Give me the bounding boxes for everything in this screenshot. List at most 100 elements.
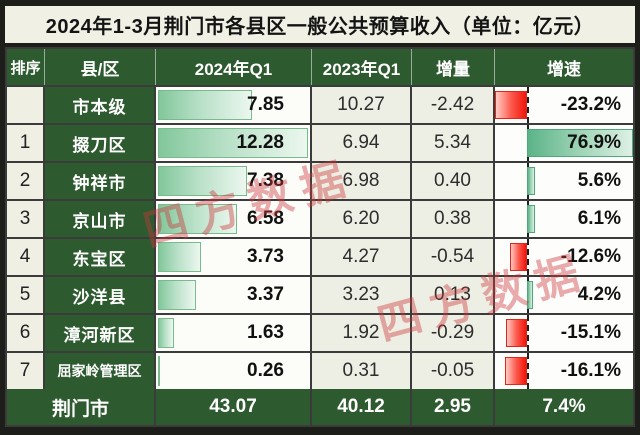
growth-value: 4.2% (577, 284, 621, 305)
q1-2024-cell: 1.63 (156, 315, 312, 351)
growth-databar (526, 281, 533, 309)
rank-cell: 7 (7, 353, 45, 389)
table-row: 5 沙洋县 3.37 3.23 0.13 4.2% (7, 277, 633, 315)
column-header-1: 排序 (7, 49, 45, 85)
growth-databar (495, 91, 527, 119)
district-cell: 钟祥市 (45, 163, 156, 199)
q1-2024-value: 3.73 (247, 246, 284, 267)
district-cell: 京山市 (45, 201, 156, 237)
q1-2024-cell: 7.85 (156, 87, 312, 123)
q1-2024-value: 7.38 (247, 170, 284, 191)
growth-databar (506, 319, 527, 347)
q1-2024-databar (158, 90, 253, 120)
column-header-3: 2024年Q1 (156, 49, 312, 85)
rank-cell: 4 (7, 239, 45, 275)
q1-2024-cell: 7.38 (156, 163, 312, 199)
growth-value: -15.1% (560, 322, 621, 343)
table-row: 2 钟祥市 7.38 6.98 0.40 5.6% (7, 163, 633, 201)
delta-cell: -0.29 (412, 315, 495, 351)
q1-2024-value: 0.26 (247, 360, 284, 381)
column-header-4: 2023年Q1 (312, 49, 412, 85)
q1-2023-cell: 6.98 (312, 163, 412, 199)
growth-cell: 6.1% (495, 201, 633, 237)
q1-2024-cell: 0.26 (156, 353, 312, 389)
delta-cell: -0.54 (412, 239, 495, 275)
district-cell: 屈家岭管理区 (45, 353, 156, 389)
q1-2023-cell: 1.92 (312, 315, 412, 351)
table-row: 3 京山市 6.58 6.20 0.38 6.1% (7, 201, 633, 239)
table-row: 4 东宝区 3.73 4.27 -0.54 -12.6% (7, 239, 633, 277)
growth-value: 76.9% (567, 132, 621, 153)
q1-2024-value: 1.63 (247, 322, 284, 343)
growth-databar (509, 243, 527, 271)
q1-2024-cell: 12.28 (156, 125, 312, 161)
growth-value: 6.1% (577, 208, 621, 229)
footer-q1-2024: 43.07 (156, 389, 312, 425)
q1-2024-databar (158, 204, 237, 234)
delta-cell: -0.05 (412, 353, 495, 389)
q1-2024-value: 6.58 (247, 208, 284, 229)
district-cell: 沙洋县 (45, 277, 156, 313)
district-cell: 东宝区 (45, 239, 156, 275)
growth-cell: -12.6% (495, 239, 633, 275)
column-header-5: 增量 (412, 49, 495, 85)
q1-2024-databar (158, 280, 197, 310)
rank-cell: 3 (7, 201, 45, 237)
growth-databar (504, 357, 527, 385)
growth-value: 5.6% (577, 170, 621, 191)
growth-cell: -23.2% (495, 87, 633, 123)
rank-cell (7, 87, 45, 123)
growth-axis-line (526, 353, 529, 389)
q1-2024-databar (158, 318, 175, 348)
growth-axis-line (526, 315, 529, 351)
footer-q1-2023: 40.12 (312, 389, 412, 425)
rank-cell: 5 (7, 277, 45, 313)
district-cell: 漳河新区 (45, 315, 156, 351)
growth-value: -12.6% (560, 246, 621, 267)
q1-2024-databar (158, 356, 160, 386)
growth-databar (526, 167, 535, 195)
q1-2024-value: 7.85 (247, 94, 284, 115)
table-row: 1 掇刀区 12.28 6.94 5.34 76.9% (7, 125, 633, 163)
growth-cell: -16.1% (495, 353, 633, 389)
table-body: 市本级 7.85 10.27 -2.42 -23.2% 1 掇刀区 12.28 6.94 5.34… (7, 87, 633, 389)
growth-axis-line (526, 87, 529, 123)
growth-axis-line (526, 239, 529, 275)
table-row: 市本级 7.85 10.27 -2.42 -23.2% (7, 87, 633, 125)
table-row: 6 漳河新区 1.63 1.92 -0.29 -15.1% (7, 315, 633, 353)
budget-table: 排序 县/区 2024年Q1 2023年Q1 增量 增速 市本级 7.85 10.27 -2.4… (5, 47, 635, 427)
growth-cell: 5.6% (495, 163, 633, 199)
q1-2023-cell: 3.23 (312, 277, 412, 313)
district-cell: 市本级 (45, 87, 156, 123)
growth-value: -16.1% (560, 360, 621, 381)
q1-2023-cell: 4.27 (312, 239, 412, 275)
header-row: 排序 县/区 2024年Q1 2023年Q1 增量 增速 (7, 49, 633, 87)
q1-2023-cell: 0.31 (312, 353, 412, 389)
growth-cell: -15.1% (495, 315, 633, 351)
rank-cell: 2 (7, 163, 45, 199)
q1-2023-cell: 6.20 (312, 201, 412, 237)
footer-city-cell: 荆门市 (7, 389, 156, 425)
q1-2024-databar (158, 242, 201, 272)
q1-2024-value: 3.37 (247, 284, 284, 305)
q1-2024-cell: 3.37 (156, 277, 312, 313)
table-row: 7 屈家岭管理区 0.26 0.31 -0.05 -16.1% (7, 353, 633, 389)
delta-cell: 5.34 (412, 125, 495, 161)
q1-2024-value: 12.28 (236, 132, 284, 153)
growth-databar (526, 129, 633, 157)
column-header-2: 县/区 (45, 49, 156, 85)
delta-cell: 0.13 (412, 277, 495, 313)
q1-2024-databar (158, 166, 247, 196)
q1-2024-cell: 6.58 (156, 201, 312, 237)
delta-cell: 0.40 (412, 163, 495, 199)
growth-cell: 4.2% (495, 277, 633, 313)
footer-growth: 7.4% (495, 389, 633, 425)
footer-delta: 2.95 (412, 389, 495, 425)
delta-cell: -2.42 (412, 87, 495, 123)
growth-databar (526, 205, 536, 233)
rank-cell: 1 (7, 125, 45, 161)
growth-value: -23.2% (560, 94, 621, 115)
q1-2023-cell: 6.94 (312, 125, 412, 161)
district-cell: 掇刀区 (45, 125, 156, 161)
rank-cell: 6 (7, 315, 45, 351)
